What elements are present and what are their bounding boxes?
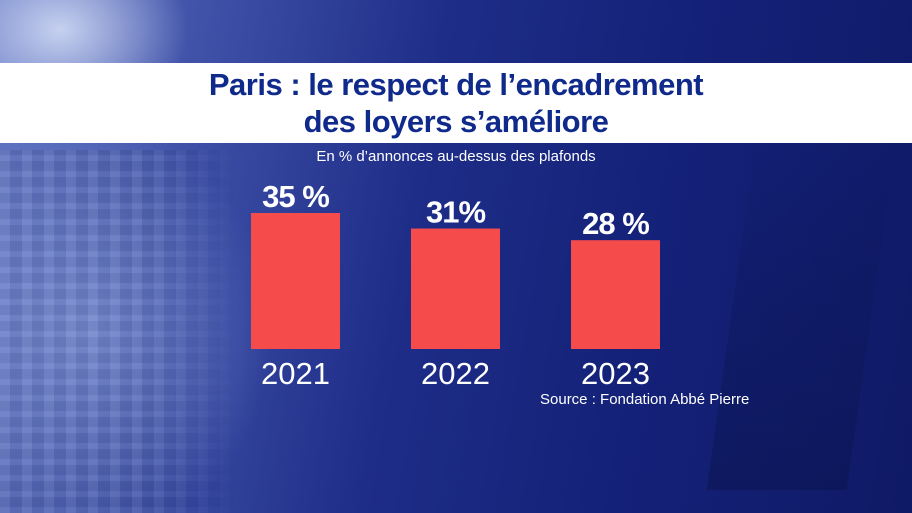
bar-2022: [411, 228, 500, 349]
category-label-2021: 2021: [261, 356, 330, 391]
category-label-2023: 2023: [581, 356, 650, 391]
bar-2023: [571, 240, 660, 349]
category-label-2022: 2022: [421, 356, 490, 391]
city-background-photo: [0, 150, 240, 513]
title-band: [0, 63, 912, 143]
value-label-2021: 35 %: [262, 179, 329, 214]
chart-title: Paris : le respect de l’encadrement des …: [0, 63, 912, 143]
chart-subtitle: En % d’annonces au-dessus des plafonds: [316, 148, 596, 165]
chart-title-line-2: des loyers s’améliore: [303, 104, 609, 139]
source-note: Source : Fondation Abbé Pierre: [540, 391, 750, 408]
value-label-2022: 31%: [426, 195, 485, 230]
bar-2021: [251, 213, 340, 349]
chart-title-line-1: Paris : le respect de l’encadrement: [208, 67, 704, 102]
value-label-2023: 28 %: [582, 206, 649, 241]
